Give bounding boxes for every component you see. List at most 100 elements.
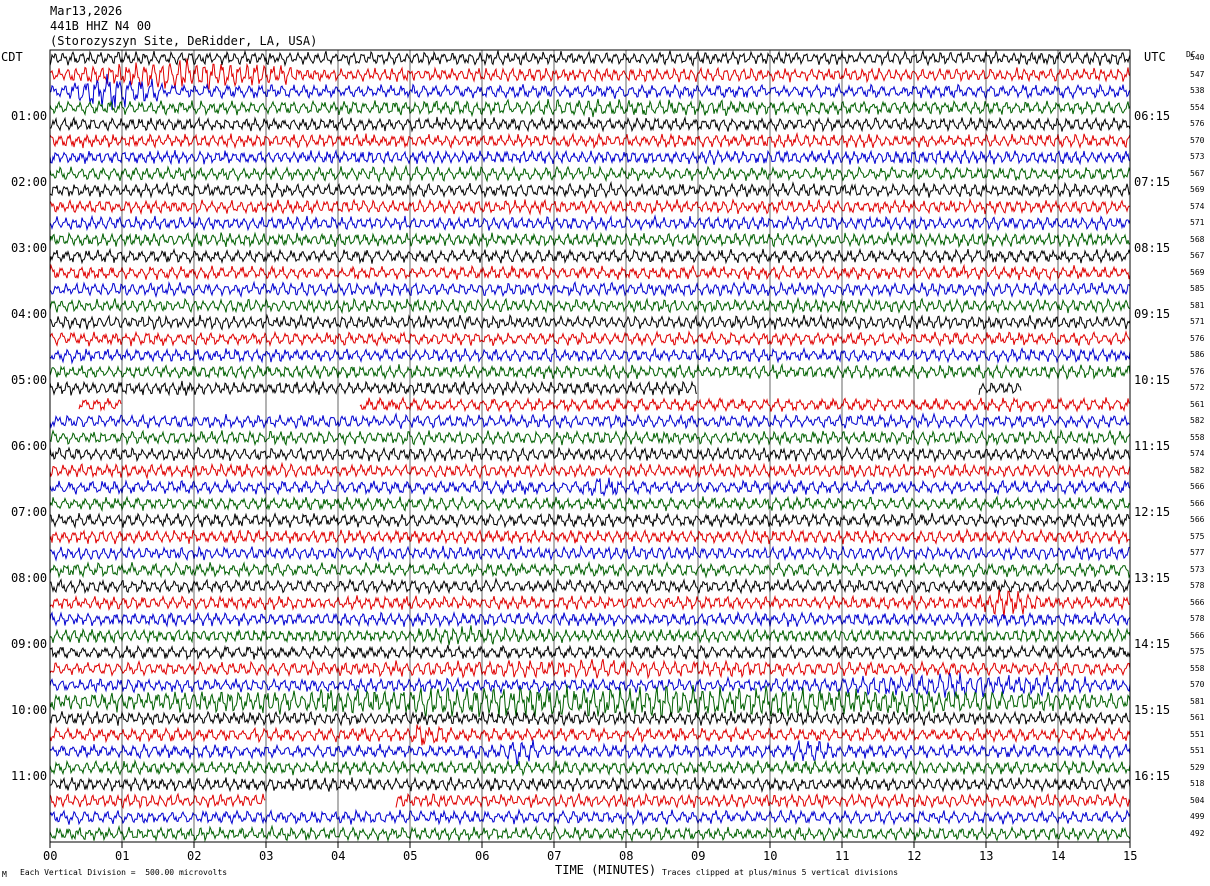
dc-offset-label: 578 (1190, 581, 1205, 591)
dc-offset-label: 551 (1190, 729, 1205, 739)
seismic-trace-21 (78, 398, 122, 412)
dc-offset-label: 576 (1190, 333, 1205, 343)
dc-column-label: DC (1186, 50, 1196, 59)
x-tick-label: 05 (403, 849, 418, 863)
dc-offset-label: 561 (1190, 399, 1205, 409)
dc-offset-label: 499 (1190, 812, 1205, 822)
seismic-trace-6 (49, 148, 1131, 166)
dc-offset-label: 554 (1190, 102, 1205, 112)
x-axis-title: TIME (MINUTES) (555, 863, 657, 877)
seismic-trace-9 (49, 197, 1131, 216)
seismic-trace-28 (49, 512, 1131, 529)
seismic-trace-11 (49, 230, 1131, 249)
right-time-label: 14:15 (1134, 637, 1171, 651)
site-name: (Storozyszyn Site, DeRidder, LA, USA) (50, 34, 318, 48)
dc-offset-label: 558 (1190, 663, 1205, 673)
x-axis-ticks (49, 842, 1131, 848)
right-time-label: 09:15 (1134, 307, 1171, 321)
dc-offset-label: 571 (1190, 218, 1205, 228)
seismic-trace-35 (49, 625, 1131, 646)
dc-offset-label: 576 (1190, 119, 1205, 129)
left-time-label: 02:00 (11, 175, 48, 189)
seismic-trace-1 (49, 58, 1131, 90)
dc-offset-label: 569 (1190, 185, 1205, 195)
seismic-trace-15 (49, 296, 1131, 315)
seismic-trace-31 (49, 560, 1131, 579)
dc-offset-label: 574 (1190, 201, 1205, 211)
dc-offset-label: 570 (1190, 135, 1205, 145)
seismic-trace-38 (49, 672, 1131, 698)
seismic-trace-40 (49, 709, 1131, 727)
seismic-trace-25 (49, 461, 1131, 480)
dc-offset-label: 538 (1190, 86, 1205, 96)
x-tick-label: 09 (691, 849, 706, 863)
seismic-trace-37 (49, 658, 1131, 680)
seismic-trace-41 (49, 724, 1131, 746)
seismic-trace-32 (49, 577, 1131, 596)
dc-offset-label: 573 (1190, 564, 1205, 574)
x-tick-label: 11 (835, 849, 850, 863)
seismic-trace-20 (49, 380, 698, 397)
seismic-trace-19 (49, 363, 1131, 381)
seismic-trace-12 (49, 247, 1131, 265)
left-time-label: 05:00 (11, 373, 48, 387)
seismic-trace-45 (49, 792, 266, 810)
dc-offset-label: 575 (1190, 647, 1205, 657)
left-time-label: 10:00 (11, 703, 48, 717)
station-code: 441B HHZ N4 00 (50, 19, 152, 33)
x-tick-label: 10 (763, 849, 778, 863)
seismic-trace-26 (49, 477, 1131, 497)
dc-offset-label: 518 (1190, 779, 1205, 789)
plot-date: Mar13,2026 (50, 4, 123, 18)
dc-offset-label: 586 (1190, 350, 1205, 360)
dc-offset-label: 492 (1190, 828, 1205, 838)
right-time-label: 06:15 (1134, 109, 1171, 123)
seismic-trace-29 (49, 527, 1131, 545)
dc-offset-label: 558 (1190, 432, 1205, 442)
seismic-trace-36 (49, 643, 1131, 661)
seismic-trace-46 (49, 808, 1131, 827)
dc-offset-label: 529 (1190, 762, 1205, 772)
seismic-trace-33 (49, 589, 1131, 618)
dc-offset-label: 566 (1190, 515, 1205, 525)
dc-offset-label: 581 (1190, 696, 1205, 706)
seismic-trace-16 (49, 313, 1131, 331)
clip-note: Traces clipped at plus/minus 5 vertical … (662, 868, 899, 877)
dc-offset-label: 561 (1190, 713, 1205, 723)
seismic-trace-8 (49, 180, 1131, 200)
seismic-trace-21 (359, 396, 1131, 414)
left-time-label: 01:00 (11, 109, 48, 123)
dc-offset-label: 569 (1190, 267, 1205, 277)
seismic-trace-27 (49, 495, 1131, 513)
x-tick-label: 03 (259, 849, 274, 863)
dc-offset-label: 547 (1190, 69, 1205, 79)
dc-offset-label: 582 (1190, 465, 1205, 475)
seismic-trace-44 (49, 776, 1131, 793)
left-time-label: 09:00 (11, 637, 48, 651)
corner-mark: M (2, 870, 7, 879)
seismic-trace-5 (49, 131, 1131, 150)
dc-offset-label: 576 (1190, 366, 1205, 376)
x-tick-label: 06 (475, 849, 490, 863)
minute-gridlines (121, 50, 1059, 842)
seismic-trace-22 (49, 412, 1131, 430)
seismic-trace-10 (49, 214, 1131, 232)
seismic-trace-3 (49, 98, 1131, 118)
seismic-trace-13 (49, 263, 1131, 282)
left-timezone-label: CDT (1, 50, 23, 64)
left-time-label: 08:00 (11, 571, 48, 585)
right-time-label: 10:15 (1134, 373, 1171, 387)
dc-offset-label: 566 (1190, 498, 1205, 508)
dc-offset-label: 575 (1190, 531, 1205, 541)
seismic-trace-24 (49, 445, 1131, 463)
dc-offset-label: 566 (1190, 597, 1205, 607)
x-tick-label: 07 (547, 849, 562, 863)
seismic-trace-43 (49, 759, 1131, 777)
left-time-label: 03:00 (11, 241, 48, 255)
trace-group (49, 49, 1131, 843)
x-tick-label: 01 (115, 849, 130, 863)
left-time-label: 11:00 (11, 769, 48, 783)
dc-offset-label: 566 (1190, 630, 1205, 640)
dc-offset-label: 567 (1190, 251, 1205, 261)
right-time-label: 15:15 (1134, 703, 1171, 717)
